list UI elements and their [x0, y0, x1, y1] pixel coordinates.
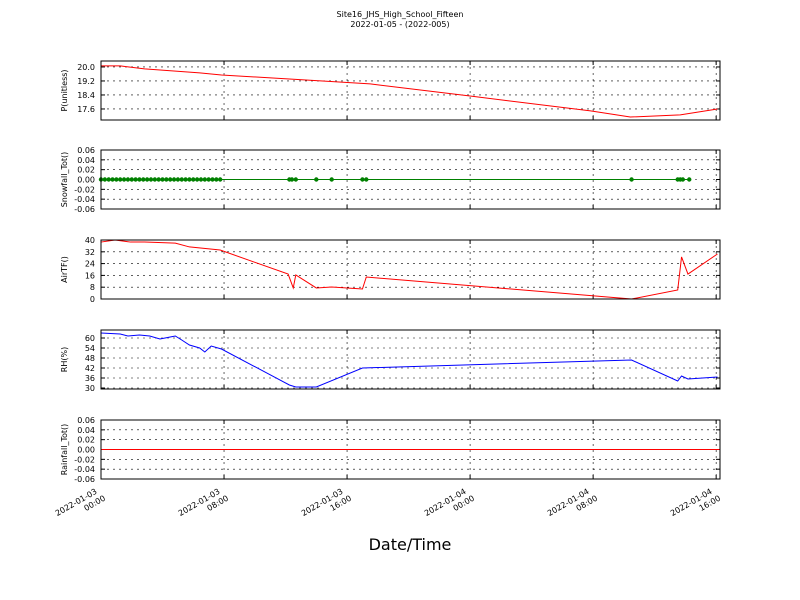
chart-title: Site16_JHS_High_School_Fifteen [337, 10, 464, 19]
data-point [629, 177, 634, 182]
y-tick-label: -0.04 [74, 465, 95, 474]
y-tick-label: 19.2 [77, 77, 95, 86]
data-point [144, 177, 150, 182]
data-point [314, 177, 319, 182]
data-point [152, 177, 158, 182]
plot-frame [100, 60, 721, 121]
data-point [198, 177, 204, 182]
data-point [160, 177, 165, 182]
data-point [171, 177, 177, 182]
data-point [164, 177, 169, 182]
data-point [293, 177, 298, 182]
y-axis-label: Snowfall_Tot() [60, 152, 69, 208]
data-point [191, 177, 196, 182]
data-point [202, 177, 208, 182]
y-tick-label: 0.02 [77, 166, 95, 175]
data-point [194, 177, 200, 182]
data-point [360, 177, 365, 182]
data-point [179, 177, 184, 182]
y-tick-label: 0.00 [77, 176, 95, 185]
plot-frame [100, 239, 721, 300]
data-point [206, 177, 211, 182]
data-point [137, 177, 142, 182]
y-tick-label: 48 [85, 354, 95, 363]
y-tick-label: 20.0 [77, 63, 95, 72]
data-point [364, 177, 369, 182]
y-tick-label: 60 [85, 334, 95, 343]
data-point [141, 177, 146, 182]
data-point [125, 177, 131, 182]
data-point [110, 177, 115, 182]
data-point [175, 177, 181, 182]
y-axis-label: P(unitless) [60, 69, 69, 111]
y-tick-label: 17.6 [77, 105, 95, 114]
plot-frame [100, 329, 721, 390]
y-tick-label: 0.06 [77, 416, 95, 425]
y-tick-label: 0.04 [77, 426, 95, 435]
y-tick-label: 0.04 [77, 156, 95, 165]
y-tick-label: 0.02 [77, 436, 95, 445]
y-tick-label: 54 [85, 344, 95, 353]
y-tick-label: 8 [90, 283, 95, 292]
chart-subtitle: 2022-01-05 - (2022-005) [350, 20, 449, 29]
y-tick-label: 0.00 [77, 446, 95, 455]
data-point [114, 177, 119, 182]
plot-frame [100, 149, 721, 210]
data-point [118, 177, 123, 182]
data-point [106, 177, 111, 182]
data-point [680, 177, 686, 182]
y-tick-label: 32 [85, 248, 95, 257]
y-axis-label: AirTF() [60, 256, 69, 283]
y-tick-label: -0.02 [74, 455, 95, 464]
y-axis-label: Rainfall_Tot() [60, 424, 69, 476]
data-point [133, 177, 138, 182]
data-point [183, 177, 188, 182]
y-tick-label: 16 [85, 271, 95, 280]
y-tick-label: 40 [85, 236, 95, 245]
y-axis-label: RH(%) [60, 347, 69, 372]
data-point [121, 177, 127, 182]
data-point [217, 177, 223, 182]
y-tick-label: 0.06 [77, 146, 95, 155]
y-tick-label: -0.06 [74, 205, 95, 214]
data-point [289, 177, 295, 182]
y-tick-label: -0.04 [74, 195, 95, 204]
y-tick-label: 36 [85, 374, 95, 383]
data-point [102, 177, 108, 182]
data-point [687, 177, 692, 182]
plot-frame [100, 419, 721, 480]
x-axis-label: Date/Time [369, 535, 452, 554]
y-tick-label: 30 [85, 384, 95, 393]
data-point [210, 177, 215, 182]
data-point [329, 177, 334, 182]
data-point [187, 177, 192, 182]
y-tick-label: -0.06 [74, 475, 95, 484]
y-tick-label: 18.4 [77, 91, 95, 100]
y-tick-label: 42 [85, 364, 95, 373]
data-point [168, 177, 173, 182]
y-tick-label: 0 [90, 295, 95, 304]
data-line [101, 65, 718, 118]
data-point [148, 177, 154, 182]
y-tick-label: -0.02 [74, 185, 95, 194]
data-point [214, 177, 219, 182]
data-line [100, 332, 718, 388]
data-line [100, 239, 718, 300]
data-point [129, 177, 134, 182]
data-point [156, 177, 161, 182]
y-tick-label: 24 [85, 260, 95, 269]
